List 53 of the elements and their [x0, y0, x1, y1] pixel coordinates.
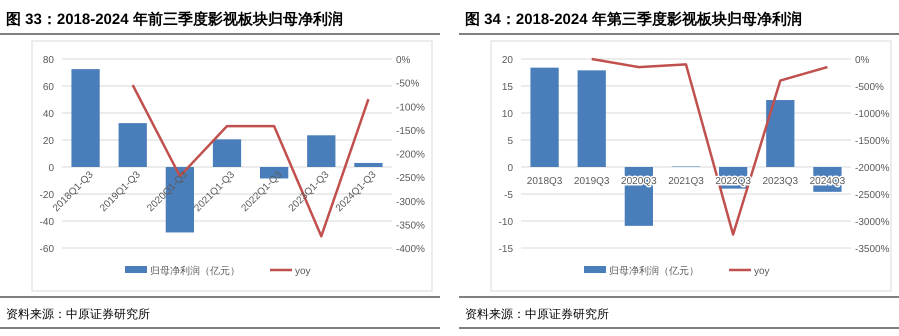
y2-tick-label: -150% [396, 126, 426, 137]
y2-tick-label: -200% [396, 150, 426, 160]
text: 资料来源：中原证券研究所 [465, 307, 609, 321]
y-tick-label: 20 [42, 136, 54, 147]
bar [71, 69, 100, 167]
y2-tick-label: -1000% [855, 109, 890, 120]
y-tick-label: 20 [502, 55, 514, 66]
y-tick-label: -10 [498, 217, 514, 228]
y2-tick-label: -3000% [855, 217, 890, 228]
y2-tick-label: -400% [396, 244, 426, 255]
y-tick-label: -15 [498, 244, 514, 255]
y-tick-label: 60 [42, 82, 54, 93]
x-tick-label: 2021Q3 [668, 176, 704, 187]
y2-tick-label: -3500% [855, 244, 890, 255]
y2-tick-label: -2000% [855, 163, 890, 174]
y2-tick-label: -1500% [855, 136, 890, 147]
legend-label: yoy [295, 266, 311, 277]
y-tick-label: 80 [42, 55, 54, 66]
text: 资料来源：中原证券研究所 [6, 307, 150, 321]
legend-label: yoy [754, 266, 770, 277]
y-tick-label: -40 [40, 217, 54, 228]
y-tick-label: 0 [48, 163, 54, 174]
bar [354, 162, 383, 167]
y2-tick-label: -300% [396, 196, 426, 208]
y2-tick-label: 0% [396, 55, 411, 66]
y-tick-label: 5 [507, 136, 514, 147]
y2-tick-label: -100% [396, 102, 426, 114]
y-tick-label: 0 [507, 163, 514, 174]
y-tick-label: 15 [502, 82, 514, 93]
y2-tick-label: -350% [396, 220, 426, 232]
bar [212, 139, 242, 167]
y-tick-label: -20 [40, 190, 54, 201]
y2-tick-label: -250% [396, 173, 426, 184]
y2-tick-label: -500% [855, 82, 884, 93]
chart-title: 图 33：2018-2024 年前三季度影视板块归母净利润 [6, 10, 343, 28]
x-tick-label: 2018Q3 [526, 176, 563, 187]
y2-tick-label: -2500% [855, 190, 890, 201]
bar [530, 68, 559, 167]
y2-tick-label: 0% [855, 55, 870, 66]
chart-title: 图 34：2018-2024 年第三季度影视板块归母净利润 [465, 10, 802, 28]
y-tick-label: -5 [504, 190, 514, 201]
legend-label: 归母净利润（亿元） [609, 265, 699, 277]
bar [307, 135, 336, 167]
bar [578, 70, 606, 167]
bar [766, 100, 794, 167]
y-tick-label: 10 [502, 109, 514, 120]
x-tick-label: 2023Q3 [762, 176, 799, 187]
legend-label: 归母净利润（亿元） [150, 265, 240, 277]
y2-tick-label: -50% [396, 78, 420, 90]
y-tick-label: 40 [42, 109, 54, 120]
x-tick-label: 2019Q3 [574, 176, 610, 187]
y-tick-label: -60 [40, 244, 54, 255]
bar [118, 123, 147, 167]
